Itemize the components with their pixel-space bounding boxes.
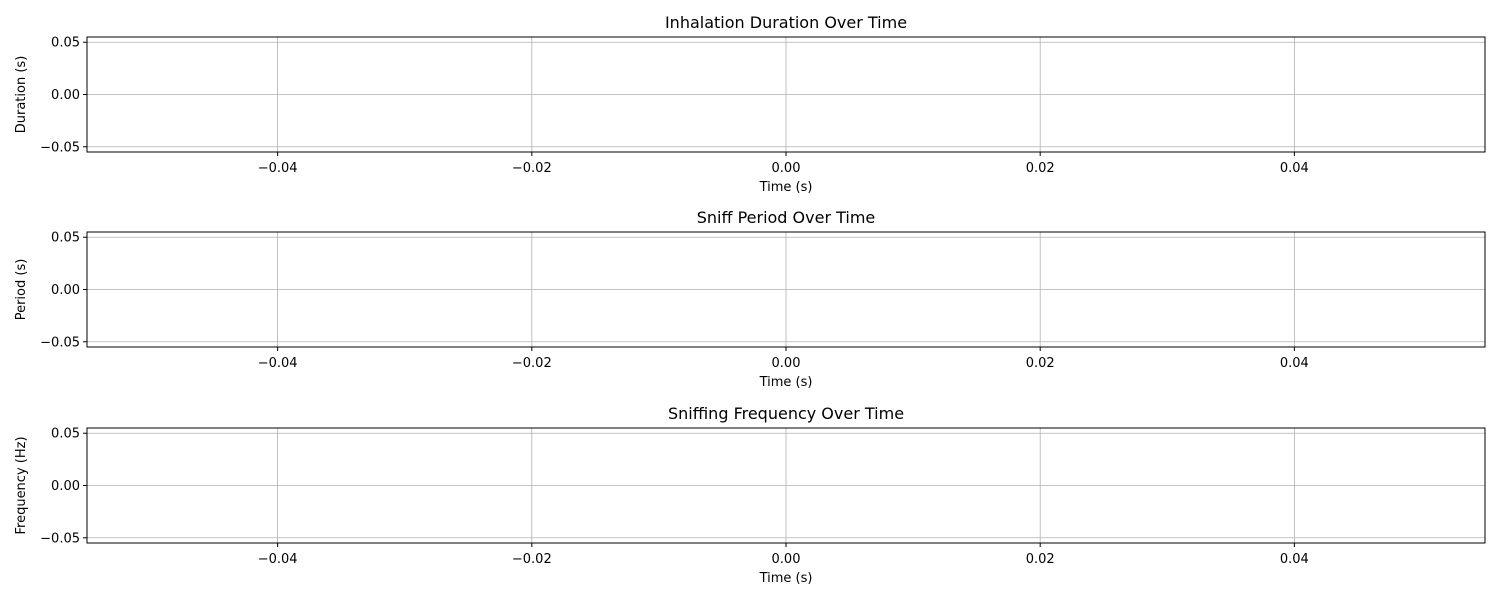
y-tick-label: 0.05 bbox=[51, 427, 80, 442]
x-tick-label: −0.02 bbox=[512, 161, 552, 176]
x-tick-label: 0.02 bbox=[1026, 161, 1055, 176]
y-tick-label: 0.05 bbox=[51, 36, 80, 51]
x-tick-label: 0.02 bbox=[1026, 356, 1055, 371]
x-tick-label: −0.02 bbox=[512, 356, 552, 371]
x-tick-label: −0.02 bbox=[512, 552, 552, 567]
x-tick-label: −0.04 bbox=[258, 552, 298, 567]
y-tick-label: 0.00 bbox=[51, 479, 80, 494]
x-tick-label: 0.00 bbox=[772, 356, 801, 371]
chart-title: Inhalation Duration Over Time bbox=[665, 13, 907, 32]
x-tick-label: 0.00 bbox=[772, 161, 801, 176]
x-tick-label: 0.04 bbox=[1280, 161, 1309, 176]
x-tick-label: −0.04 bbox=[258, 356, 298, 371]
chart-title: Sniff Period Over Time bbox=[697, 208, 876, 227]
y-axis-label: Frequency (Hz) bbox=[14, 436, 29, 534]
x-axis-label: Time (s) bbox=[759, 375, 813, 390]
y-tick-label: 0.00 bbox=[51, 88, 80, 103]
subplot-2: −0.04 −0.02 0.00 0.02 0.04 0.05 0.00 −0.05 Sniff… bbox=[14, 208, 1486, 390]
y-tick-label: 0.00 bbox=[51, 283, 80, 298]
x-axis-label: Time (s) bbox=[759, 571, 813, 586]
y-tick-label: 0.05 bbox=[51, 231, 80, 246]
y-tick-label: −0.05 bbox=[40, 335, 80, 350]
x-tick-label: 0.04 bbox=[1280, 356, 1309, 371]
x-tick-label: 0.00 bbox=[772, 552, 801, 567]
y-axis-label: Duration (s) bbox=[14, 56, 29, 134]
chart-title: Sniffing Frequency Over Time bbox=[668, 404, 904, 423]
subplot-1: −0.04 −0.02 0.00 0.02 0.04 0.05 0.00 −0.05 Inhal… bbox=[14, 13, 1486, 195]
subplot-3: −0.04 −0.02 0.00 0.02 0.04 0.05 0.00 −0.05 Sniff… bbox=[14, 404, 1486, 586]
x-axis-label: Time (s) bbox=[759, 180, 813, 195]
x-tick-label: −0.04 bbox=[258, 161, 298, 176]
y-tick-label: −0.05 bbox=[40, 140, 80, 155]
x-tick-label: 0.02 bbox=[1026, 552, 1055, 567]
y-axis-label: Period (s) bbox=[14, 259, 29, 321]
y-tick-label: −0.05 bbox=[40, 531, 80, 546]
x-tick-label: 0.04 bbox=[1280, 552, 1309, 567]
